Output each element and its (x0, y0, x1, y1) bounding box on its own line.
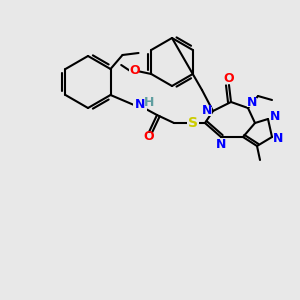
Text: N: N (270, 110, 280, 122)
Bar (187, 117, 199, 129)
Text: N: N (216, 137, 226, 151)
Text: N: N (202, 104, 212, 118)
Text: N: N (135, 98, 145, 112)
Bar (273, 134, 283, 143)
Bar (144, 133, 154, 142)
Bar (133, 99, 147, 111)
Text: S: S (188, 116, 198, 130)
Text: N: N (247, 95, 257, 109)
Bar (202, 106, 212, 116)
Text: N: N (273, 133, 283, 146)
Text: O: O (129, 64, 140, 77)
Bar (270, 112, 280, 121)
Bar (224, 74, 234, 83)
Text: O: O (144, 130, 154, 143)
Text: H: H (144, 95, 154, 109)
Bar (129, 67, 139, 76)
Bar (216, 140, 226, 148)
Text: O: O (224, 73, 234, 85)
Bar (247, 98, 257, 106)
